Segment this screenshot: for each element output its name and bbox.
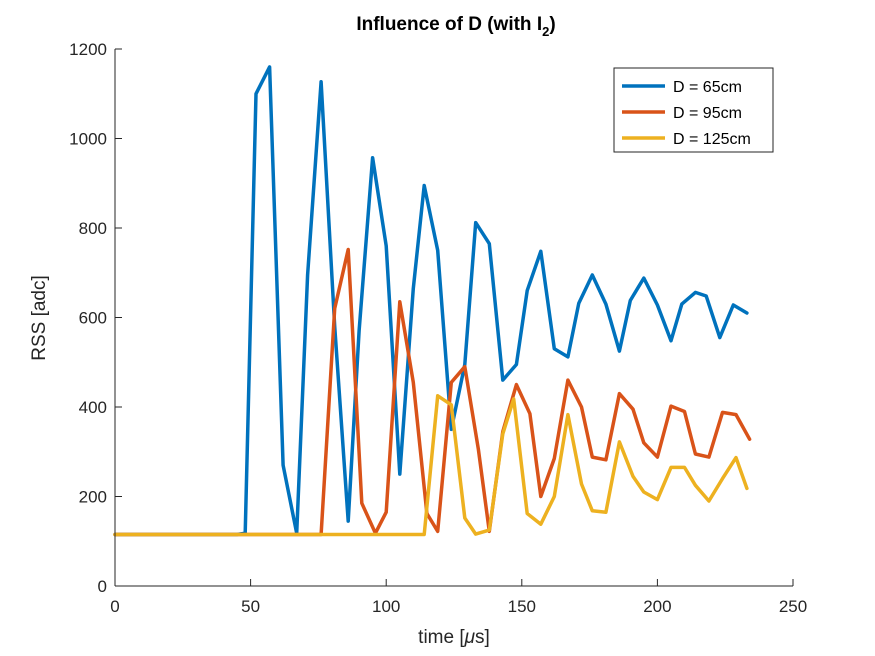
- series-line-3: [113, 394, 749, 537]
- y-tick-label: 1200: [69, 40, 107, 59]
- y-tick-label: 200: [79, 488, 107, 507]
- chart-title: Influence of D (with I2): [356, 14, 555, 39]
- y-tick-label: 600: [79, 309, 107, 328]
- series-line-2: [113, 247, 752, 537]
- x-tick-label: 200: [643, 597, 671, 616]
- x-tick-label: 50: [241, 597, 260, 616]
- y-tick-label: 400: [79, 398, 107, 417]
- legend-label-3: D = 125cm: [673, 131, 751, 148]
- x-tick-label: 150: [508, 597, 536, 616]
- legend-label-2: D = 95cm: [673, 105, 742, 122]
- y-axis-label: RSS [adc]: [29, 275, 50, 361]
- y-ticks: 0 200 400 600 800 1000 1200: [69, 40, 122, 596]
- y-tick-label: 1000: [69, 130, 107, 149]
- y-tick-label: 0: [98, 577, 107, 596]
- x-axis-label: time [μs]: [418, 627, 490, 648]
- x-tick-label: 0: [110, 597, 119, 616]
- x-ticks: 0 50 100 150 200 250: [110, 579, 807, 616]
- series-layer: [113, 65, 752, 537]
- x-tick-label: 250: [779, 597, 807, 616]
- legend-label-1: D = 65cm: [673, 79, 742, 96]
- series-line-1: [113, 65, 749, 537]
- y-tick-label: 800: [79, 219, 107, 238]
- legend: D = 65cm D = 95cm D = 125cm: [613, 67, 774, 153]
- x-tick-label: 100: [372, 597, 400, 616]
